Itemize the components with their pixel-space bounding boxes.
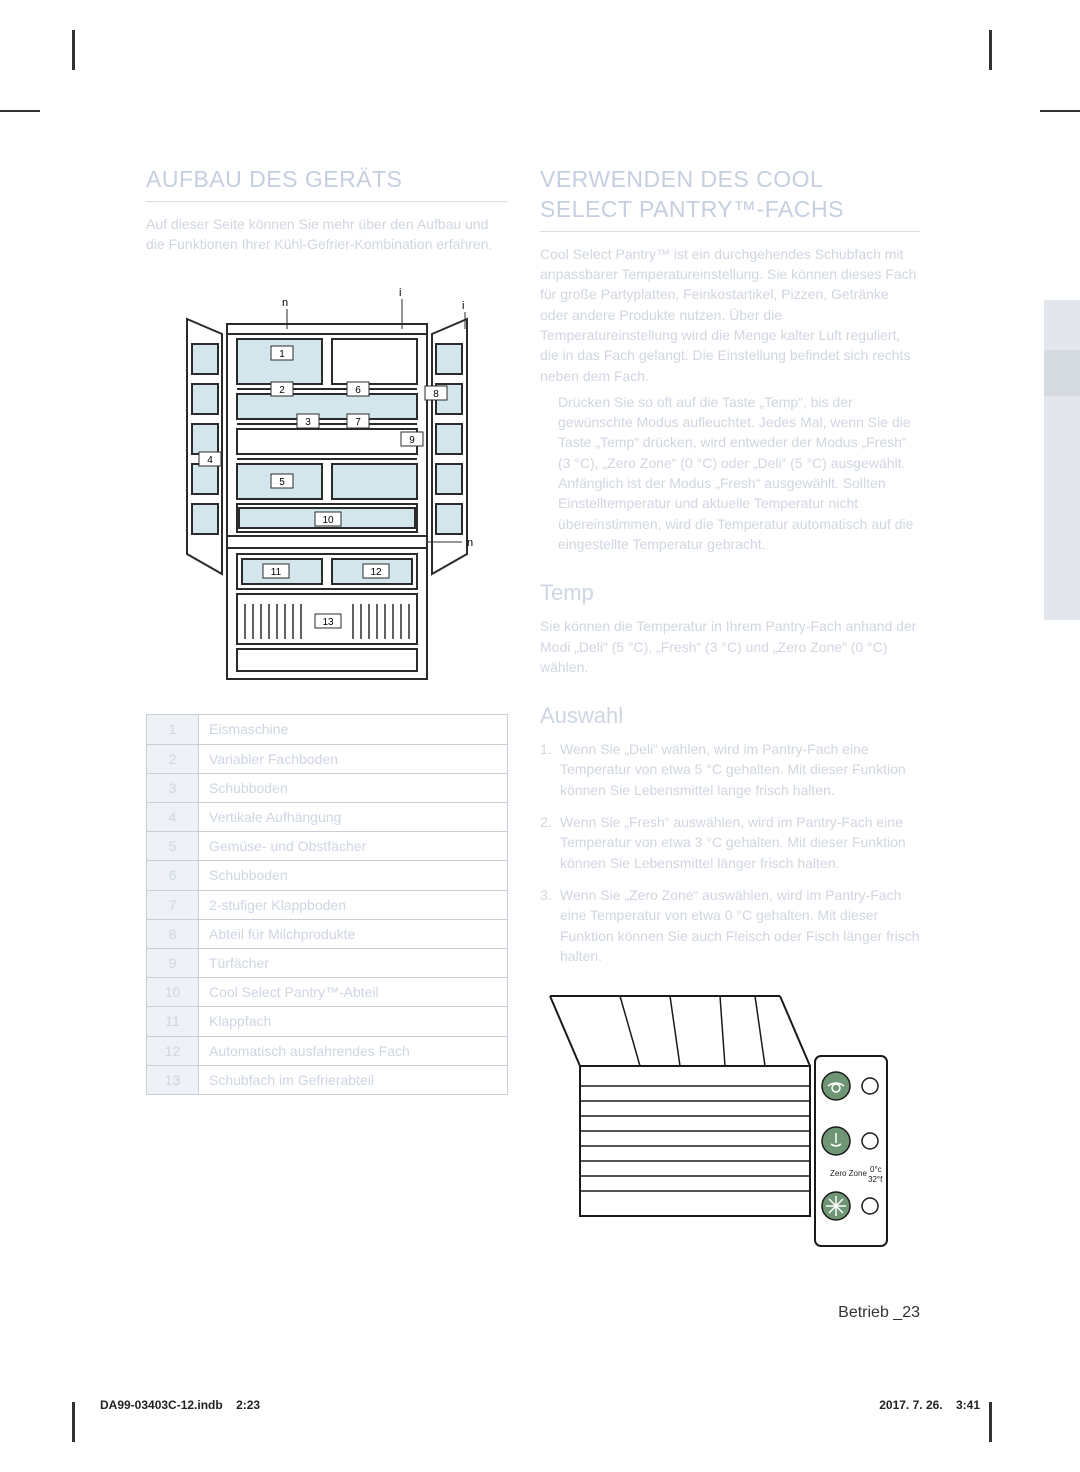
svg-text:4: 4 xyxy=(207,455,213,466)
part-number: 12 xyxy=(147,1036,199,1065)
auswahl-list: Wenn Sie „Deli“ wählen, wird im Pantry-F… xyxy=(540,739,920,966)
svg-text:12: 12 xyxy=(370,567,382,578)
part-number: 1 xyxy=(147,715,199,744)
footer-section: 2:23 xyxy=(236,1398,260,1412)
crop-mark xyxy=(1040,110,1080,112)
crop-mark xyxy=(989,1402,992,1442)
table-row: 5Gemüse- und Obstfächer xyxy=(147,832,508,861)
svg-text:i: i xyxy=(399,287,401,299)
footer-time: 3:41 xyxy=(956,1398,980,1412)
list-item: Wenn Sie „Fresh“ auswählen, wird im Pant… xyxy=(540,812,920,873)
print-footer: DA99-03403C-12.indb 2:23 2017. 7. 26. 3:… xyxy=(100,1398,980,1412)
part-number: 2 xyxy=(147,744,199,773)
fridge-diagram: 1 2 3 4 5 6 7 8 9 10 11 12 13 n xyxy=(167,274,487,684)
svg-text:10: 10 xyxy=(322,515,334,526)
side-thumb-tab xyxy=(1044,300,1080,620)
page-number: Betrieb _23 xyxy=(838,1304,920,1322)
table-row: 6Schubboden xyxy=(147,861,508,890)
part-label: Cool Select Pantry™-Abteil xyxy=(199,978,508,1007)
svg-text:3: 3 xyxy=(305,417,311,428)
temp-heading: Temp xyxy=(540,580,920,606)
table-row: 8Abteil für Milchprodukte xyxy=(147,919,508,948)
table-row: 4Vertikale Aufhängung xyxy=(147,803,508,832)
part-number: 4 xyxy=(147,803,199,832)
auswahl-heading: Auswahl xyxy=(540,703,920,729)
crop-mark xyxy=(989,30,992,70)
part-label: Schubfach im Gefrierabteil xyxy=(199,1065,508,1094)
part-label: Abteil für Milchprodukte xyxy=(199,919,508,948)
part-number: 10 xyxy=(147,978,199,1007)
part-label: Vertikale Aufhängung xyxy=(199,803,508,832)
footer-filename: DA99-03403C-12.indb xyxy=(100,1398,223,1412)
temp-body: Sie können die Temperatur in Ihrem Pantr… xyxy=(540,616,920,677)
table-row: 3Schubboden xyxy=(147,773,508,802)
part-label: Klappfach xyxy=(199,1007,508,1036)
part-label: Variabler Fachboden xyxy=(199,744,508,773)
svg-text:1: 1 xyxy=(279,349,285,360)
svg-text:5: 5 xyxy=(279,477,285,488)
svg-text:11: 11 xyxy=(271,567,282,578)
parts-table: 1Eismaschine2Variabler Fachboden3Schubbo… xyxy=(146,714,508,1094)
svg-text:9: 9 xyxy=(409,435,415,446)
list-item: Wenn Sie „Deli“ wählen, wird im Pantry-F… xyxy=(540,739,920,800)
part-label: 2-stuﬁger Klappboden xyxy=(199,890,508,919)
svg-text:n: n xyxy=(282,297,288,309)
svg-text:i: i xyxy=(462,300,464,312)
svg-text:32°f: 32°f xyxy=(868,1175,883,1184)
part-label: Gemüse- und Obstfächer xyxy=(199,832,508,861)
part-label: Automatisch ausfahrendes Fach xyxy=(199,1036,508,1065)
part-number: 5 xyxy=(147,832,199,861)
svg-text:n: n xyxy=(467,537,473,549)
table-row: 12Automatisch ausfahrendes Fach xyxy=(147,1036,508,1065)
svg-text:8: 8 xyxy=(433,389,439,400)
part-number: 3 xyxy=(147,773,199,802)
svg-text:7: 7 xyxy=(355,417,361,428)
part-number: 7 xyxy=(147,890,199,919)
part-label: Eismaschine xyxy=(199,715,508,744)
intro-left: Auf dieser Seite können Sie mehr über de… xyxy=(146,214,508,255)
svg-text:Zero Zone: Zero Zone xyxy=(830,1169,867,1178)
part-number: 8 xyxy=(147,919,199,948)
part-label: Türfächer xyxy=(199,948,508,977)
table-row: 10Cool Select Pantry™-Abteil xyxy=(147,978,508,1007)
svg-text:2: 2 xyxy=(279,385,285,396)
section-title-right: VERWENDEN DES COOL SELECT PANTRY™-FACHS xyxy=(540,165,920,232)
control-panel-diagram: Zero Zone 0°c 32°f xyxy=(540,986,900,1266)
table-row: 2Variabler Fachboden xyxy=(147,744,508,773)
intro-right: Cool Select Pantry™ ist ein durchgehende… xyxy=(540,244,920,386)
svg-text:0°c: 0°c xyxy=(870,1165,882,1174)
footer-date: 2017. 7. 26. xyxy=(879,1398,942,1412)
table-row: 11Klappfach xyxy=(147,1007,508,1036)
section-title-left: AUFBAU DES GERÄTS xyxy=(146,165,508,202)
part-number: 13 xyxy=(147,1065,199,1094)
table-row: 72-stuﬁger Klappboden xyxy=(147,890,508,919)
crop-mark xyxy=(72,30,75,70)
table-row: 1Eismaschine xyxy=(147,715,508,744)
intro-indent: Drücken Sie so oft auf die Taste „Temp“,… xyxy=(540,392,920,554)
table-row: 9Türfächer xyxy=(147,948,508,977)
part-number: 6 xyxy=(147,861,199,890)
part-label: Schubboden xyxy=(199,861,508,890)
svg-text:6: 6 xyxy=(355,385,361,396)
table-row: 13Schubfach im Gefrierabteil xyxy=(147,1065,508,1094)
part-number: 11 xyxy=(147,1007,199,1036)
part-label: Schubboden xyxy=(199,773,508,802)
part-number: 9 xyxy=(147,948,199,977)
crop-mark xyxy=(72,1402,75,1442)
list-item: Wenn Sie „Zero Zone“ auswählen, wird im … xyxy=(540,885,920,966)
svg-text:13: 13 xyxy=(322,617,334,628)
crop-mark xyxy=(0,110,40,112)
